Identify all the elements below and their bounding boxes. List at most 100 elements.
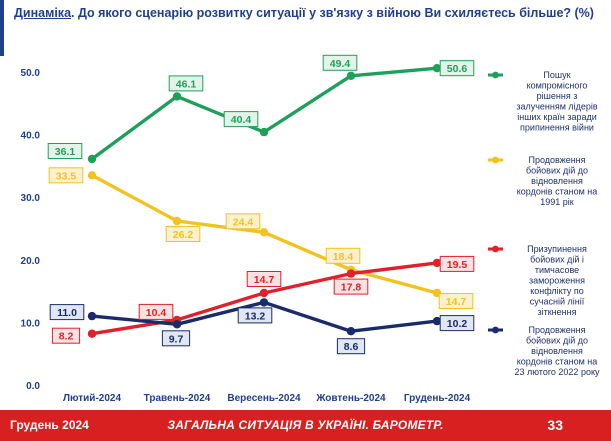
- data-point: [259, 127, 269, 137]
- data-point: [259, 298, 269, 307]
- data-label: 33.5: [56, 170, 77, 182]
- legend-swatch-marker: [492, 245, 499, 253]
- data-point: [346, 71, 356, 81]
- data-label: 49.4: [330, 58, 351, 70]
- legend-swatch-marker: [492, 71, 499, 79]
- data-label-box: [336, 338, 366, 355]
- data-label: 24.4: [233, 216, 254, 228]
- data-label-box: [333, 278, 369, 295]
- data-label: 18.4: [333, 251, 354, 263]
- data-label-box: [138, 303, 174, 320]
- data-point: [259, 288, 269, 298]
- y-tick-label: 10.0: [21, 318, 41, 329]
- footer-bar: Грудень 2024 ЗАГАЛЬНА СИТУАЦІЯ В УКРАЇНІ…: [0, 410, 611, 441]
- data-label-box: [223, 111, 259, 128]
- data-point: [432, 63, 442, 73]
- y-tick-label: 40.0: [21, 131, 41, 142]
- legend-label-line: кордонів станом на: [517, 187, 598, 197]
- data-label: 19.5: [447, 259, 468, 271]
- legend-label-line: конфлікту по: [530, 286, 584, 296]
- data-label: 10.4: [146, 307, 167, 319]
- legend-swatch-marker: [492, 156, 499, 164]
- data-point: [432, 258, 442, 268]
- legend-label-line: припинення війни: [520, 123, 594, 133]
- data-label-box: [322, 54, 358, 71]
- legend-label-line: сучасній лінії: [530, 297, 585, 307]
- x-tick-label: Травень-2024: [144, 393, 211, 404]
- data-label: 14.7: [446, 296, 467, 308]
- data-label: 11.0: [57, 307, 77, 319]
- data-label: 14.7: [254, 274, 275, 286]
- data-label: 8.6: [344, 341, 359, 353]
- data-label-box: [438, 293, 474, 309]
- title-question: . До якого сценарію розвитку ситуації у …: [71, 6, 594, 20]
- y-tick-label: 0.0: [26, 381, 40, 392]
- data-point: [172, 216, 182, 226]
- data-label-box: [439, 315, 475, 332]
- data-label: 36.1: [55, 146, 76, 158]
- data-label: 17.8: [341, 282, 362, 294]
- data-point: [87, 154, 97, 164]
- data-label-box: [225, 213, 261, 230]
- legend-label-line: зіткнення: [538, 307, 577, 317]
- y-tick-label: 50.0: [21, 68, 41, 79]
- legend-label-line: 23 лютого 2022 року: [514, 367, 600, 377]
- x-tick-label: Лютий-2024: [63, 393, 122, 404]
- legend-label-line: Продовження: [528, 155, 585, 165]
- data-point: [172, 92, 182, 101]
- legend-label-line: відновлення: [531, 176, 583, 186]
- data-point: [346, 269, 356, 278]
- legend-label-line: Продовження: [528, 325, 585, 335]
- data-label-box: [51, 327, 81, 344]
- data-label-box: [47, 143, 83, 159]
- legend-label-line: кордонів станом на: [517, 357, 598, 367]
- x-tick-label: Вересень-2024: [227, 393, 301, 404]
- legend-label-line: компромісного: [527, 81, 588, 91]
- data-point: [87, 311, 97, 321]
- data-label-box: [246, 271, 282, 287]
- y-tick-label: 30.0: [21, 193, 41, 204]
- data-label-box: [439, 60, 475, 77]
- legend-label-line: бойових дій і: [530, 255, 584, 265]
- line-chart: 0.0 10.0 20.0 30.0 40.0 50.0 Лютий-2024 Травень…: [21, 54, 600, 404]
- data-label: 40.4: [231, 114, 252, 126]
- legend-label-line: відновлення: [531, 346, 583, 356]
- accent-bar: [0, 0, 4, 56]
- data-label-box: [325, 247, 361, 264]
- data-label-box: [439, 255, 475, 272]
- data-point: [259, 228, 269, 237]
- footer-date: Грудень 2024: [10, 418, 89, 432]
- legend-label-line: рішення з: [537, 91, 578, 101]
- footer-section-title: ЗАГАЛЬНА СИТУАЦІЯ В УКРАЇНІ. БАРОМЕТР.: [167, 418, 444, 432]
- legend-label-line: Пошук: [543, 70, 570, 80]
- data-label: 50.6: [447, 63, 468, 75]
- legend-swatch-marker: [492, 326, 499, 334]
- legend-label-line: залученням лідерів: [516, 102, 598, 112]
- legend-label-line: Призупинення: [527, 244, 587, 254]
- data-label-box: [165, 226, 201, 242]
- data-label: 9.7: [169, 333, 184, 345]
- legend-label-line: 1991 рік: [540, 197, 574, 207]
- series-line: [90, 66, 439, 161]
- y-tick-label: 20.0: [21, 256, 41, 267]
- data-point: [172, 320, 182, 329]
- page-number: 33: [547, 417, 563, 433]
- data-label-box: [49, 304, 85, 321]
- data-label: 46.1: [176, 78, 197, 90]
- legend-label-line: замороження: [529, 276, 585, 286]
- data-point: [346, 327, 356, 336]
- data-point: [87, 171, 97, 180]
- data-label: 8.2: [59, 331, 74, 343]
- data-label-box: [48, 167, 84, 184]
- title-keyword: Динаміка: [14, 6, 72, 20]
- legend-label-line: бойових дій до: [526, 336, 588, 346]
- legend-label-line: тимчасове: [535, 265, 579, 275]
- data-label: 10.2: [447, 318, 468, 330]
- data-label: 13.2: [245, 310, 266, 322]
- x-tick-label: Грудень-2024: [404, 393, 471, 404]
- data-point: [432, 316, 442, 326]
- x-tick-label: Жовтень-2024: [315, 393, 386, 404]
- data-label-box: [237, 307, 273, 324]
- data-label-box: [161, 330, 191, 347]
